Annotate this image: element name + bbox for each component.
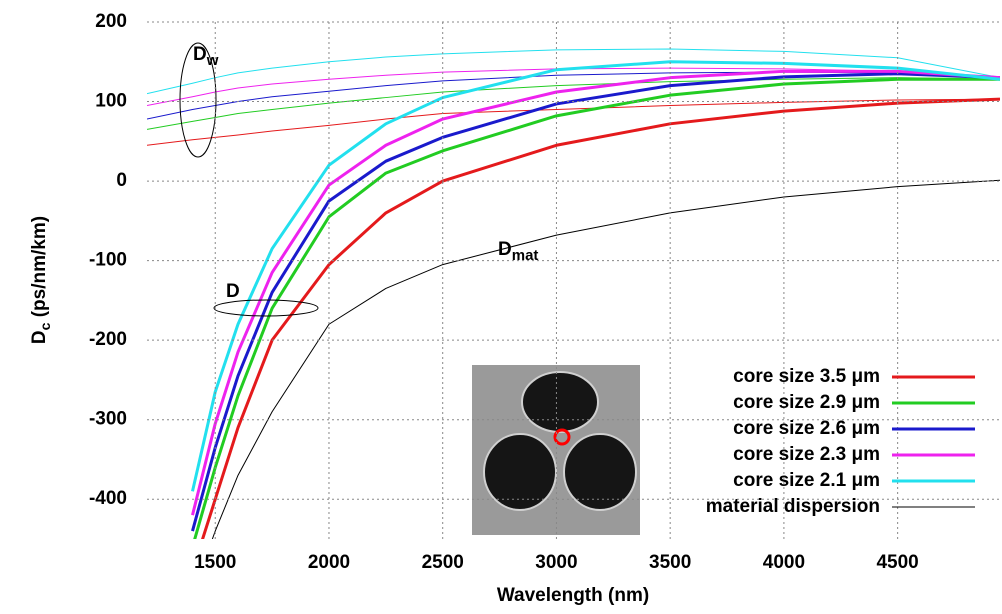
annotation-text: D	[226, 281, 240, 302]
legend-label: core size 3.5 μm	[733, 366, 880, 387]
dispersion-line	[211, 179, 1000, 539]
y-label-main: D	[29, 330, 50, 344]
annotation-sub: w	[206, 52, 219, 69]
y-axis-label: Dc (ps/nm/km)	[29, 216, 53, 344]
y-tick-label: -100	[89, 250, 127, 271]
legend-label: material dispersion	[706, 496, 880, 517]
annotation: Dmat	[498, 239, 538, 264]
y-tick-label: -400	[89, 488, 127, 509]
y-tick-label: -300	[89, 409, 127, 430]
annotation-sub: mat	[512, 247, 539, 264]
legend-label: core size 2.3 μm	[733, 444, 880, 465]
annotation: D	[226, 281, 240, 302]
legend-label: core size 2.9 μm	[733, 392, 880, 413]
y-label-rest: (ps/nm/km)	[29, 216, 50, 323]
x-tick-label: 3000	[535, 552, 577, 573]
annotation: Dw	[193, 44, 219, 69]
annotation-text: D	[498, 239, 512, 260]
dispersion-line	[201, 97, 1000, 539]
x-tick-label: 4500	[876, 552, 918, 573]
annotation-shapes	[179, 42, 319, 317]
x-axis-label: Wavelength (nm)	[497, 585, 649, 606]
x-tick-label: 4000	[763, 552, 805, 573]
y-tick-label: -200	[89, 329, 127, 350]
dispersion-line	[191, 60, 1000, 492]
x-tick-label: 1500	[194, 552, 236, 573]
x-tick-label: 3500	[649, 552, 691, 573]
x-tick-label: 2000	[308, 552, 350, 573]
legend-label: core size 2.1 μm	[733, 470, 880, 491]
dispersion-line	[191, 69, 1000, 516]
plot-area	[147, 48, 1000, 539]
dispersion-line	[193, 77, 1000, 539]
y-tick-label: 100	[95, 91, 127, 112]
x-tick-label: 2500	[422, 552, 464, 573]
legend-label: core size 2.6 μm	[733, 418, 880, 439]
y-tick-label: 200	[95, 11, 127, 32]
annotation-text: D	[193, 44, 207, 65]
y-tick-label: 0	[116, 170, 127, 191]
dispersion-line	[191, 72, 1000, 532]
y-label-sub: c	[37, 322, 53, 330]
inset-image	[472, 365, 640, 535]
